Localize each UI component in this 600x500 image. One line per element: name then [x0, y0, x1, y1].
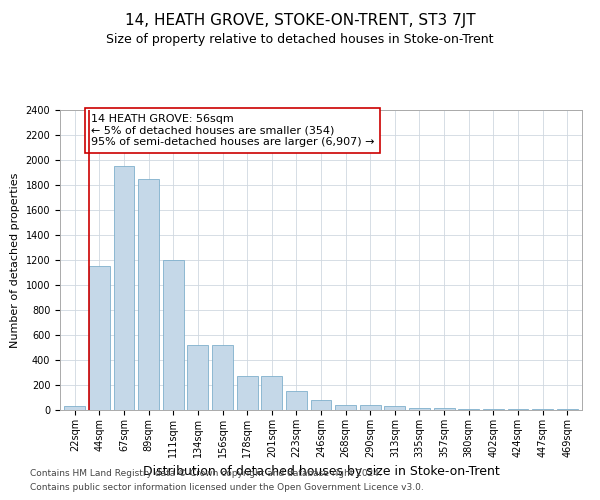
Bar — [286, 391, 307, 410]
Text: Contains public sector information licensed under the Open Government Licence v3: Contains public sector information licen… — [30, 484, 424, 492]
Text: 14, HEATH GROVE, STOKE-ON-TRENT, ST3 7JT: 14, HEATH GROVE, STOKE-ON-TRENT, ST3 7JT — [125, 12, 475, 28]
Bar — [64, 406, 85, 410]
Text: Contains HM Land Registry data © Crown copyright and database right 2024.: Contains HM Land Registry data © Crown c… — [30, 468, 382, 477]
Bar — [360, 405, 381, 410]
Bar — [261, 376, 282, 410]
Bar — [138, 179, 159, 410]
Text: Size of property relative to detached houses in Stoke-on-Trent: Size of property relative to detached ho… — [106, 32, 494, 46]
Bar — [236, 376, 257, 410]
Bar — [212, 345, 233, 410]
Bar — [311, 400, 331, 410]
Bar — [385, 406, 406, 410]
Bar — [335, 405, 356, 410]
Bar — [163, 260, 184, 410]
Bar — [187, 345, 208, 410]
Bar — [458, 409, 479, 410]
Bar — [113, 166, 134, 410]
X-axis label: Distribution of detached houses by size in Stoke-on-Trent: Distribution of detached houses by size … — [143, 466, 499, 478]
Y-axis label: Number of detached properties: Number of detached properties — [10, 172, 20, 348]
Bar — [409, 408, 430, 410]
Bar — [89, 266, 110, 410]
Text: 14 HEATH GROVE: 56sqm
← 5% of detached houses are smaller (354)
95% of semi-deta: 14 HEATH GROVE: 56sqm ← 5% of detached h… — [91, 114, 374, 147]
Bar — [434, 408, 455, 410]
